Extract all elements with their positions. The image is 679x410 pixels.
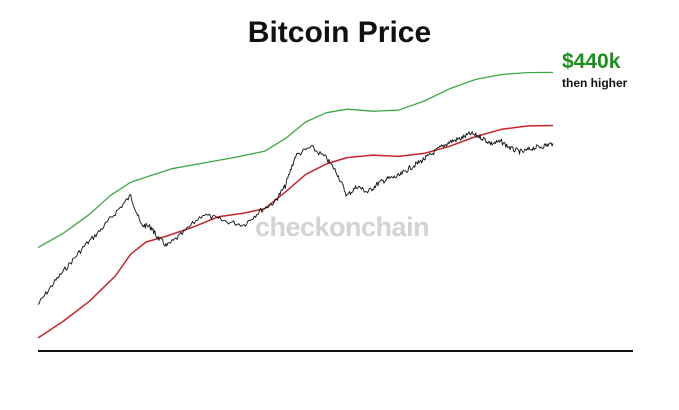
upper-band-line <box>37 71 554 249</box>
price-target-annotation: $440k <box>562 50 621 73</box>
chart-title: Bitcoin Price <box>247 16 432 49</box>
price-target-subtitle: then higher <box>562 76 628 90</box>
lower-band-line <box>37 124 554 339</box>
series-layer <box>37 71 554 339</box>
watermark-logo: checkonchain <box>255 212 430 242</box>
price-line <box>37 131 554 305</box>
